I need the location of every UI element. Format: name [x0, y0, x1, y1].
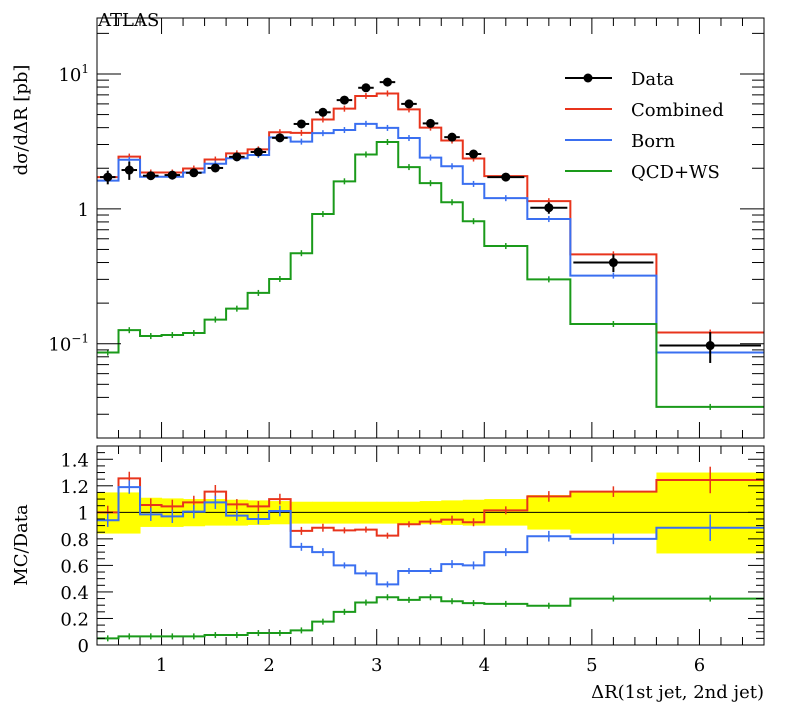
y-tick-base: 10	[48, 335, 71, 356]
y-tick-label: 1.2	[60, 477, 89, 498]
series-line	[97, 477, 764, 537]
data-point	[296, 119, 306, 129]
legend-label: Combined	[631, 100, 724, 121]
chart-title: ATLAS	[97, 10, 159, 31]
y-tick-label: 1	[78, 200, 89, 221]
data-point	[124, 165, 134, 175]
legend-label: Data	[631, 69, 674, 90]
uncertainty-band	[118, 492, 141, 534]
data-point	[210, 163, 220, 173]
data-point	[146, 171, 156, 181]
data-point	[275, 133, 285, 143]
y-tick-label: 10−1	[48, 332, 89, 356]
data-point	[404, 99, 414, 109]
data-point	[103, 172, 113, 182]
y-tick-exponent: −1	[71, 332, 89, 346]
y-tick-label: 0.2	[60, 609, 89, 630]
y-tick-base: 1	[78, 200, 89, 221]
x-tick-label: 1	[156, 655, 167, 676]
data-point	[318, 107, 328, 117]
y-tick-label: 0.4	[60, 583, 89, 604]
ratio-panel: 1 2 3 4 5 6 0 0.2 0.4 0.6 0.8 1 1.2 1.4	[60, 445, 765, 676]
data-point	[253, 147, 263, 157]
uncertainty-band	[570, 492, 657, 534]
series-line	[97, 92, 764, 334]
series-line	[97, 141, 764, 408]
x-axis-label: ΔR(1st jet, 2nd jet)	[591, 682, 764, 703]
y-tick-label: 101	[58, 62, 89, 86]
data-point	[608, 258, 618, 268]
x-tick-label: 3	[371, 655, 382, 676]
data-point	[232, 152, 242, 162]
upper-y-axis-label: dσ/dΔR [pb]	[11, 65, 32, 176]
data-point	[382, 77, 392, 87]
legend-label: Born	[631, 131, 676, 152]
data-point	[339, 95, 349, 105]
data-point	[501, 172, 511, 182]
data-point	[469, 149, 479, 159]
y-tick-base: 10	[58, 65, 81, 86]
data-point	[361, 83, 371, 93]
y-tick-label: 1	[78, 503, 89, 524]
upper-frame	[96, 17, 765, 439]
y-tick-label: 1.4	[60, 450, 89, 471]
data-point	[189, 168, 199, 178]
y-tick-label: 0.6	[60, 556, 89, 577]
lower-y-axis-label: MC/Data	[11, 504, 32, 586]
y-tick-label: 0.8	[60, 530, 89, 551]
data-point	[705, 341, 715, 351]
x-tick-label: 5	[586, 655, 597, 676]
data-point	[447, 132, 457, 142]
x-tick-label: 6	[694, 655, 705, 676]
x-tick-label: 2	[263, 655, 274, 676]
series-line	[97, 596, 764, 640]
series-line	[97, 122, 764, 354]
data-point	[426, 118, 435, 128]
series-line	[97, 486, 764, 586]
legend: Data Combined Born QCD+WS	[565, 69, 724, 183]
y-tick-exponent: 1	[81, 62, 89, 76]
data-point	[167, 170, 177, 180]
y-tick-label: 0	[78, 636, 89, 657]
legend-marker	[583, 73, 593, 83]
legend-label: QCD+WS	[631, 162, 720, 183]
data-point	[544, 203, 554, 213]
x-tick-label: 4	[479, 655, 490, 676]
